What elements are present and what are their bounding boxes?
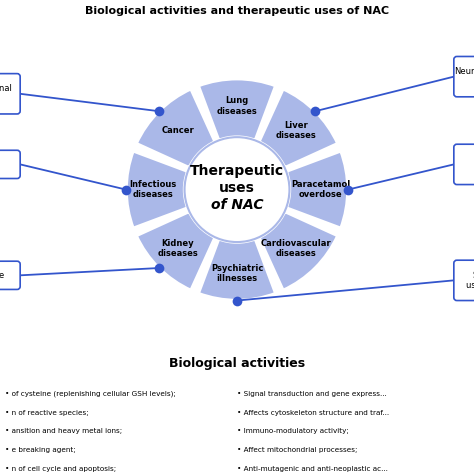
Text: • Anti-mutagenic and anti-neoplastic ac...: • Anti-mutagenic and anti-neoplastic ac.…	[237, 466, 388, 473]
Wedge shape	[198, 239, 276, 301]
Circle shape	[184, 137, 290, 242]
Text: • Affects cytoskeleton structure and traf...: • Affects cytoskeleton structure and tra…	[237, 410, 389, 416]
Wedge shape	[198, 79, 276, 140]
Wedge shape	[126, 151, 188, 228]
Text: • Immuno-modulatory activity;: • Immuno-modulatory activity;	[237, 428, 349, 435]
Text: of NAC: of NAC	[211, 198, 263, 212]
Text: uses: uses	[219, 181, 255, 195]
Text: • n of cell cycle and apoptosis;: • n of cell cycle and apoptosis;	[5, 466, 116, 473]
Text: • e breaking agent;: • e breaking agent;	[5, 447, 75, 454]
Text: Neurodegenerative
diseases: Neurodegenerative diseases	[454, 67, 474, 86]
Wedge shape	[259, 211, 338, 291]
Wedge shape	[286, 151, 348, 228]
Text: Liver
diseases: Liver diseases	[276, 121, 317, 140]
Text: Substance
use disorders: Substance use disorders	[466, 271, 474, 290]
Text: • n of reactive species;: • n of reactive species;	[5, 410, 88, 416]
Wedge shape	[259, 89, 338, 168]
Text: Lung
diseases: Lung diseases	[217, 96, 257, 116]
Text: Therapeutic: Therapeutic	[190, 164, 284, 178]
FancyBboxPatch shape	[454, 260, 474, 301]
Text: • Affect mitochondrial processes;: • Affect mitochondrial processes;	[237, 447, 357, 454]
FancyBboxPatch shape	[0, 150, 20, 179]
Wedge shape	[136, 211, 215, 291]
Text: Cancer: Cancer	[162, 126, 194, 135]
Text: • ansition and heavy metal ions;: • ansition and heavy metal ions;	[5, 428, 122, 435]
Text: Gastrointestinal
diseases: Gastrointestinal diseases	[0, 84, 13, 103]
Text: Psychiatric
illnesses: Psychiatric illnesses	[211, 264, 263, 283]
Text: Eye disease: Eye disease	[0, 271, 4, 280]
Text: Biological activities and therapeutic uses of NAC: Biological activities and therapeutic us…	[85, 6, 389, 16]
Text: Infectious
diseases: Infectious diseases	[130, 180, 177, 199]
FancyBboxPatch shape	[0, 261, 20, 290]
FancyBboxPatch shape	[0, 73, 20, 114]
FancyBboxPatch shape	[454, 56, 474, 97]
Text: Kidney
diseases: Kidney diseases	[157, 239, 198, 258]
Text: Cardiovascular
diseases: Cardiovascular diseases	[261, 239, 331, 258]
Wedge shape	[136, 89, 215, 168]
Text: • Signal transduction and gene express...: • Signal transduction and gene express..…	[237, 391, 387, 397]
FancyBboxPatch shape	[454, 144, 474, 184]
Text: Biological activities: Biological activities	[169, 356, 305, 370]
Text: Paracetamol
overdose: Paracetamol overdose	[291, 180, 350, 199]
Text: • of cysteine (replenishing cellular GSH levels);: • of cysteine (replenishing cellular GSH…	[5, 391, 175, 397]
